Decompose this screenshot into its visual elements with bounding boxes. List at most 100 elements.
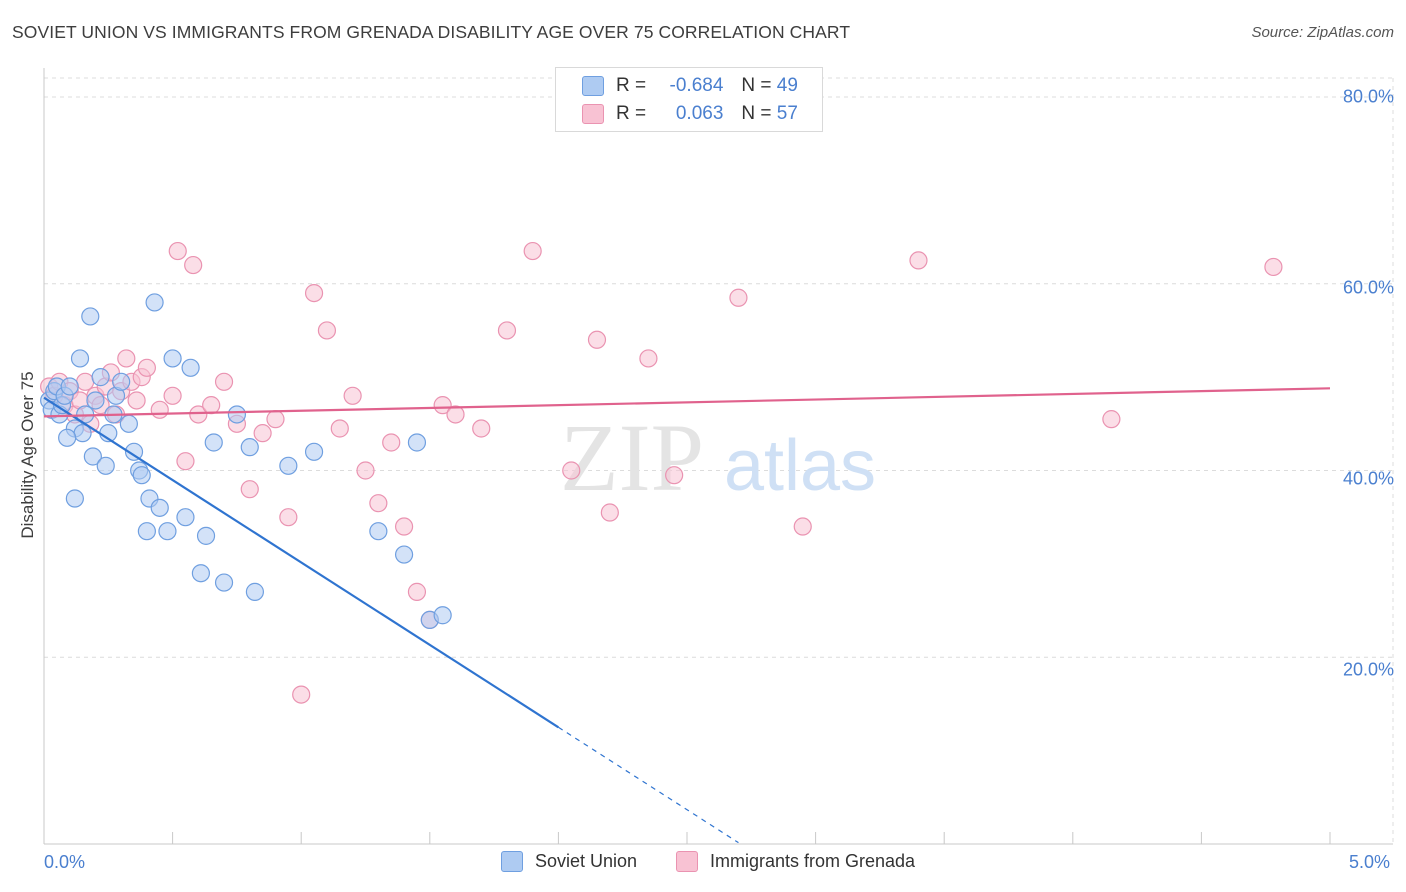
grenada-point — [317, 321, 337, 340]
watermark-atlas: atlas — [724, 426, 876, 506]
soviet-point — [91, 368, 110, 387]
watermark-zip: ZIP — [560, 404, 704, 511]
source-label: Source: ZipAtlas.com — [1251, 24, 1394, 41]
trend-lines — [43, 387, 1331, 844]
zipatlas-watermark: ZIP atlas — [560, 404, 876, 511]
soviet-point — [132, 466, 151, 485]
soviet-point — [176, 508, 195, 527]
grid-lines — [44, 77, 1394, 844]
x-tick-min: 0.0% — [44, 852, 86, 872]
soviet-point — [191, 564, 210, 583]
legend-r-value-soviet: -0.684 — [669, 75, 724, 96]
y-tick-40: 40.0% — [1342, 468, 1394, 489]
grenada-point — [523, 241, 542, 261]
soviet-point — [137, 522, 156, 541]
legend-row-grenada: R = 0.063 N = 57 — [582, 101, 798, 127]
grenada-point — [793, 517, 812, 536]
soviet-point — [81, 307, 100, 326]
grenada-point — [382, 433, 401, 452]
soviet-point — [394, 545, 414, 564]
soviet-point — [196, 526, 216, 545]
grenada-point — [330, 419, 349, 438]
grenada-point — [562, 461, 581, 480]
grenada-point — [150, 400, 169, 419]
legend-n-value-grenada: 57 — [776, 103, 798, 124]
soviet-point — [240, 438, 259, 457]
legend-n-value-soviet: 49 — [776, 75, 798, 96]
grenada-point — [1264, 257, 1283, 277]
legend-n-label: N = — [741, 75, 772, 96]
correlation-legend: R = -0.684 N = 49 R = 0.063 N = 57 — [555, 67, 823, 132]
soviet-point — [60, 377, 79, 396]
soviet-point — [279, 456, 298, 475]
legend-n-label: N = — [741, 103, 772, 124]
soviet-point — [70, 349, 90, 368]
grenada-point — [343, 386, 362, 405]
legend-label-grenada: Immigrants from Grenada — [710, 851, 916, 871]
soviet-point — [204, 433, 223, 452]
grenada-point — [168, 241, 187, 261]
grenada-point — [279, 508, 298, 527]
grenada-point — [184, 255, 203, 275]
grenada-point — [665, 466, 684, 485]
grenada-point — [292, 685, 311, 704]
legend-r-value-grenada: 0.063 — [675, 103, 724, 124]
soviet-point — [369, 522, 388, 541]
grenada-point — [76, 372, 95, 391]
soviet-point — [407, 433, 427, 452]
grenada-point — [587, 330, 607, 349]
soviet-point — [181, 358, 200, 377]
grenada-point — [176, 452, 195, 471]
series-legend: Soviet Union Immigrants from Grenada — [0, 851, 1406, 877]
grenada-point — [127, 391, 146, 410]
chart-title: SOVIET UNION VS IMMIGRANTS FROM GRENADA … — [12, 22, 851, 42]
series-soviet-points — [40, 293, 452, 630]
grenada-point — [266, 410, 285, 429]
grenada-point — [253, 424, 272, 443]
legend-item-grenada: Immigrants from Grenada — [676, 851, 915, 872]
grenada-point — [600, 503, 619, 522]
grenada-point — [202, 396, 221, 415]
y-tick-80: 80.0% — [1342, 86, 1394, 107]
soviet-point — [304, 442, 324, 461]
legend-r-label: R = — [616, 75, 647, 96]
soviet-point — [96, 456, 115, 475]
grenada-point — [472, 419, 491, 438]
grenada-point — [639, 349, 658, 368]
soviet-trend-extension — [558, 726, 739, 844]
grenada-point — [163, 386, 182, 405]
grenada-point — [407, 582, 427, 601]
soviet-point — [433, 606, 452, 625]
soviet-point — [124, 442, 144, 461]
grenada-point — [240, 480, 259, 499]
soviet-point — [83, 447, 102, 466]
axes — [43, 68, 1393, 845]
soviet-point — [214, 573, 234, 592]
soviet-point — [65, 489, 84, 508]
soviet-point — [163, 349, 182, 368]
soviet-point — [58, 428, 77, 447]
legend-swatch-grenada — [582, 104, 604, 124]
grenada-point — [433, 396, 452, 415]
soviet-point — [158, 522, 177, 541]
grenada-point — [117, 349, 136, 368]
y-tick-20: 20.0% — [1342, 659, 1394, 680]
grenada-point — [189, 405, 208, 424]
grenada-point — [304, 283, 324, 303]
grenada-point — [729, 288, 748, 307]
soviet-point — [227, 405, 246, 424]
grenada-point — [137, 358, 156, 377]
legend-r-label: R = — [616, 103, 647, 124]
grenada-trend-line — [43, 387, 1331, 418]
x-tick-max: 5.0% — [1349, 852, 1391, 872]
grenada-point — [1102, 410, 1121, 429]
grenada-point — [909, 251, 928, 270]
grenada-point — [356, 461, 375, 480]
soviet-point — [86, 391, 105, 410]
soviet-point — [245, 582, 265, 601]
grenada-point — [394, 517, 414, 536]
soviet-point — [112, 372, 131, 391]
legend-swatch-soviet-union — [501, 851, 523, 872]
legend-label-soviet-union: Soviet Union — [535, 851, 638, 871]
